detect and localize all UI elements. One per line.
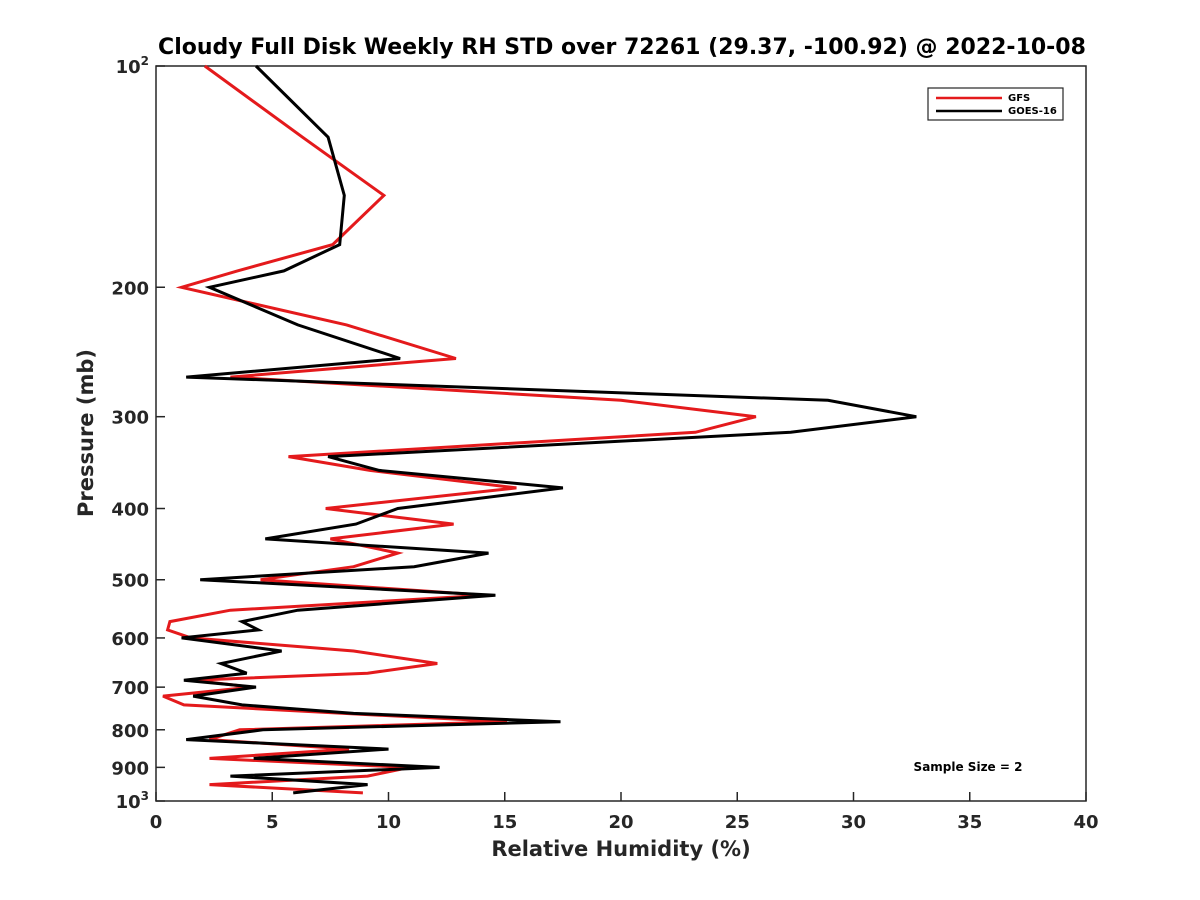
- x-axis-label: Relative Humidity (%): [491, 837, 750, 861]
- x-tick-label: 35: [957, 812, 982, 833]
- x-tick-label: 25: [725, 812, 750, 833]
- y-tick-label: 700: [111, 678, 149, 699]
- sample-size-annotation: Sample Size = 2: [914, 760, 1023, 774]
- series-line-gfs: [162, 64, 757, 795]
- y-tick-label: 102: [116, 54, 149, 78]
- x-tick-label: 40: [1073, 812, 1098, 833]
- legend-box: [927, 87, 1064, 121]
- x-tick-label: 20: [608, 812, 633, 833]
- y-tick-label: 600: [111, 629, 149, 650]
- y-tick-label: 300: [111, 408, 149, 429]
- plot-axes-box: [155, 65, 1087, 802]
- chart-title: Cloudy Full Disk Weekly RH STD over 7226…: [158, 35, 1086, 60]
- legend-gfs-label: GFS: [1008, 93, 1030, 104]
- series-lines: [162, 64, 917, 795]
- y-tick-label: 200: [111, 278, 149, 299]
- x-tick-label: 30: [841, 812, 866, 833]
- y-axis-label: Pressure (mb): [74, 349, 98, 517]
- x-axis-ticks: 0 5 10 15 20 25 30 35 40: [150, 792, 1099, 833]
- y-axis-ticks: 102 200 300 400 500 600 700 800 900 103: [111, 54, 165, 813]
- y-tick-label: 800: [111, 721, 149, 742]
- y-tick-label: 400: [111, 500, 149, 521]
- legend-goes16-label: GOES-16: [1008, 106, 1057, 117]
- legend: GFS GOES-16: [927, 87, 1064, 121]
- x-tick-label: 5: [266, 812, 279, 833]
- y-tick-label: 103: [116, 789, 149, 813]
- x-tick-label: 15: [492, 812, 517, 833]
- y-tick-label: 500: [111, 571, 149, 592]
- series-line-goes-16: [181, 64, 917, 795]
- x-tick-label: 10: [376, 812, 401, 833]
- y-tick-label: 900: [111, 758, 149, 779]
- x-tick-label: 0: [150, 812, 163, 833]
